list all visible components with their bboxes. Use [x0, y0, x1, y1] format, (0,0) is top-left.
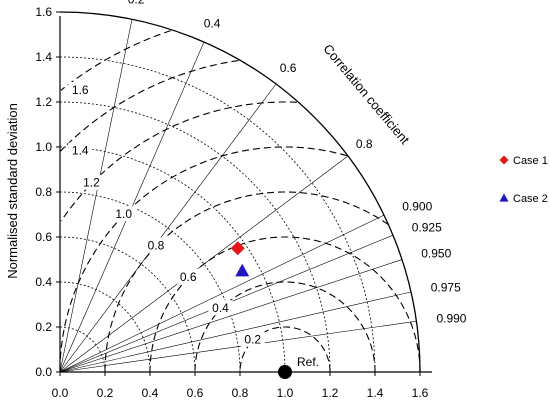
- rmsd-arc-1.2: [60, 101, 297, 222]
- y-tick-label: 1.4: [35, 50, 52, 64]
- rmsd-label-bg: [111, 206, 136, 222]
- rmsd-label: 0.2: [244, 333, 261, 347]
- std-arc-0.8: [59, 191, 241, 373]
- correlation-line-0.900: [59, 214, 385, 373]
- std-arc-0.6: [59, 236, 196, 373]
- correlation-tick-label: 0.900: [402, 199, 432, 213]
- y-tick-label: 0.4: [35, 275, 52, 289]
- rmsd-label-bg: [68, 142, 93, 158]
- marks-layer: Ref.: [230, 241, 319, 379]
- correlation-tick-label: 0.2: [128, 0, 145, 6]
- y-axis-label: Normalised standard deviation: [5, 103, 20, 279]
- y-tick-label: 0.8: [35, 185, 52, 199]
- std-arc-0.2: [59, 326, 106, 373]
- rmsd-arc-0.6: [149, 236, 421, 372]
- legend-label: Case 1: [513, 155, 548, 167]
- rmsd-label-bg: [68, 81, 93, 97]
- legend: Case 1 Case 2: [499, 155, 548, 205]
- rmsd-label: 0.8: [148, 238, 165, 252]
- x-tick-label: 0.2: [97, 386, 114, 400]
- legend-marker-case-1: [499, 155, 509, 165]
- y-tick-label: 0.6: [35, 230, 52, 244]
- reference-point: [278, 365, 292, 379]
- data-point-case-2: [235, 263, 250, 277]
- rmsd-label-bg: [208, 300, 233, 316]
- correlation-tick-label: 0.975: [431, 281, 461, 295]
- x-tick-label: 0.0: [52, 386, 69, 400]
- correlation-tick-label: 0.950: [421, 246, 451, 260]
- y-tick-label: 0.2: [35, 320, 52, 334]
- rmsd-label: 1.6: [72, 83, 89, 97]
- x-tick-label: 1.2: [322, 386, 339, 400]
- rmsd-label: 0.4: [212, 301, 229, 315]
- correlation-tick-label: 0.990: [436, 311, 466, 325]
- rmsd-label-bg: [176, 268, 201, 284]
- x-tick-label: 0.8: [232, 386, 249, 400]
- y-tick-label: 1.2: [35, 95, 52, 109]
- rmsd-arc-1.4: [59, 59, 239, 152]
- outer-std-arc: [59, 11, 421, 373]
- x-tick-label: 0.4: [142, 386, 159, 400]
- std-arc-1: [59, 146, 286, 373]
- x-tick-label: 1.0: [277, 386, 294, 400]
- rmsd-label: 0.6: [180, 270, 197, 284]
- std-arc-1.4: [59, 56, 376, 373]
- y-tick-label: 1.0: [35, 140, 52, 154]
- correlation-tick-label: 0.4: [204, 16, 221, 30]
- correlation-line-0.6: [59, 83, 277, 373]
- rmsd-label: 1.0: [115, 207, 132, 221]
- x-tick-label: 0.6: [187, 386, 204, 400]
- correlation-line-0.975: [59, 291, 412, 373]
- x-tick-label: 1.6: [412, 386, 429, 400]
- legend-marker-case-2: [499, 193, 509, 202]
- rmsd-label: 1.4: [72, 144, 89, 158]
- rmsd-label-bg: [143, 237, 168, 253]
- rmsd-arc-0.4: [194, 281, 376, 372]
- rmsd-arc-1.0: [59, 146, 348, 372]
- y-tick-label: 0.0: [35, 365, 52, 379]
- correlation-tick-label: 0.925: [412, 221, 442, 235]
- rmsd-label: 1.2: [83, 176, 100, 190]
- std-arc-1.2: [59, 101, 331, 373]
- correlation-tick-label: 0.8: [356, 137, 373, 151]
- axes-layer: 0.00.0 0.2 0.2 0.4 0.4 0.6 0.6 0.8 0.8 1.0 1.0 1.2 1…: [35, 5, 432, 400]
- legend-label: Case 2: [513, 193, 548, 205]
- grid-layer: 0.2 0.4 0.6 0.8 0.900 0.925 0.950 0.975 0.990 0.2…: [59, 0, 467, 373]
- rmsd-label-bg: [240, 331, 265, 347]
- correlation-line-0.990: [59, 320, 417, 373]
- rmsd-label-bg: [79, 174, 104, 190]
- y-tick-label: 1.6: [35, 5, 52, 19]
- rmsd-arc-0.2: [239, 326, 331, 372]
- reference-label: Ref.: [297, 355, 319, 369]
- correlation-tick-label: 0.6: [280, 61, 297, 75]
- x-tick-label: 1.4: [367, 386, 384, 400]
- correlation-line-0.950: [59, 259, 403, 373]
- data-point-case-1: [230, 241, 245, 256]
- rmsd-arc-1.6: [60, 30, 171, 91]
- correlation-label: Correlation coefficient: [320, 41, 412, 147]
- correlation-line-0.2: [59, 19, 133, 373]
